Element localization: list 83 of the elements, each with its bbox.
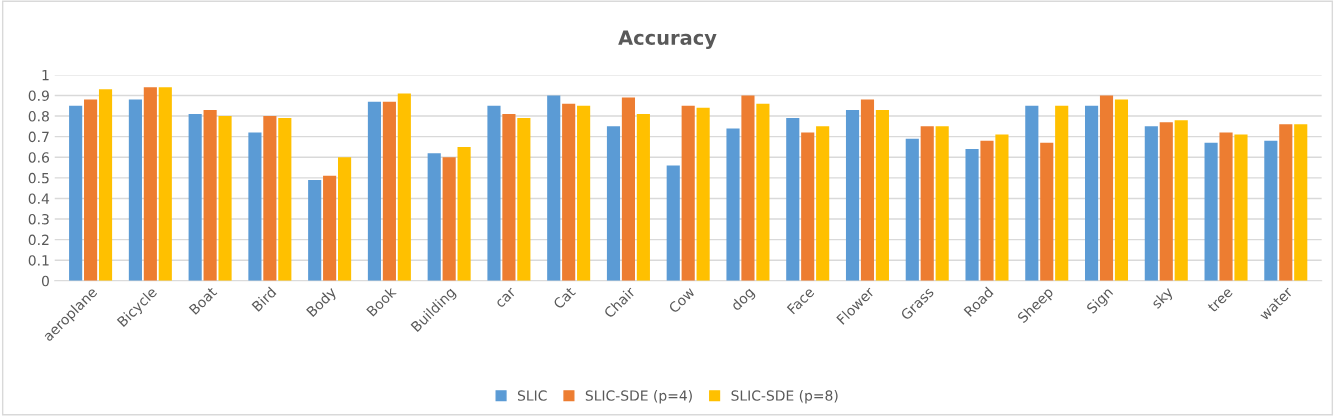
bar	[1114, 99, 1129, 281]
bar	[397, 93, 411, 281]
bar	[741, 95, 755, 281]
y-tick-label: 0.3	[28, 213, 49, 225]
bar	[1159, 122, 1173, 281]
bar	[801, 132, 815, 281]
bar	[920, 126, 934, 281]
bar	[1294, 124, 1308, 281]
bar	[547, 95, 561, 281]
bar	[69, 105, 83, 281]
bar	[905, 138, 919, 281]
bar	[577, 105, 591, 281]
bar	[203, 109, 217, 281]
bar	[875, 109, 889, 281]
y-tick-label: 0.7	[28, 131, 49, 143]
y-tick-label: 1	[42, 70, 49, 81]
bar	[517, 118, 531, 281]
bar	[308, 179, 322, 281]
bar	[1234, 134, 1248, 281]
bar	[1219, 132, 1233, 281]
y-tick-label: 0.5	[28, 172, 49, 184]
bar	[382, 101, 396, 281]
y-tick-label: 0.2	[28, 234, 49, 246]
bar	[1025, 105, 1039, 281]
bar	[681, 105, 695, 281]
legend-label: SLIC	[517, 390, 547, 401]
bar	[263, 116, 277, 281]
y-tick-label: 0.9	[28, 90, 49, 101]
bar	[1144, 126, 1158, 281]
bar	[457, 146, 471, 281]
bar	[1085, 105, 1099, 281]
x-tick-label: sky	[1150, 285, 1176, 311]
bar	[188, 114, 202, 281]
bar	[143, 87, 157, 281]
bar	[845, 109, 860, 281]
y-tick-label: 0.8	[28, 111, 49, 122]
bar	[562, 103, 576, 281]
bar	[666, 165, 680, 281]
bar	[98, 89, 113, 281]
bar	[128, 99, 142, 281]
legend-label: SLIC-SDE (p=4)	[585, 390, 692, 404]
y-tick-label: 0	[41, 275, 49, 287]
bar	[1055, 105, 1069, 281]
bar	[860, 99, 875, 281]
legend-label: SLIC-SDE (p=8)	[731, 390, 838, 404]
bar	[1279, 124, 1293, 281]
bar	[1099, 95, 1114, 281]
y-tick-label: 0.6	[28, 152, 49, 163]
bar	[442, 157, 456, 281]
y-tick-label: 0.1	[28, 255, 49, 266]
bar	[1040, 142, 1054, 281]
y-tick-label: 0.4	[28, 193, 50, 204]
bar	[1264, 140, 1278, 281]
x-tick-label: Cat	[552, 286, 577, 310]
bar	[367, 101, 382, 281]
bar	[427, 153, 441, 281]
bar	[338, 157, 352, 281]
x-tick-label: car	[495, 287, 517, 309]
x-tick-label: dog	[730, 286, 757, 314]
bar	[1174, 120, 1188, 281]
bar	[606, 126, 621, 281]
bar	[756, 103, 770, 281]
bar	[980, 140, 994, 281]
bar	[726, 128, 740, 281]
bar	[487, 105, 501, 281]
chart-title: Accuracy	[618, 30, 717, 49]
bar	[636, 114, 650, 281]
bar	[502, 114, 516, 281]
bar	[621, 97, 636, 281]
bar	[323, 175, 337, 281]
bar	[84, 99, 98, 281]
bar	[218, 116, 232, 281]
bar	[995, 134, 1009, 281]
bar	[935, 126, 949, 281]
bar	[696, 107, 710, 281]
bar	[786, 118, 800, 281]
bar	[816, 126, 830, 281]
bar	[965, 149, 979, 281]
bar	[248, 132, 262, 281]
bar	[1204, 142, 1218, 281]
bar	[158, 87, 172, 281]
x-tick-label: tree	[1207, 286, 1234, 313]
bar	[278, 118, 292, 281]
